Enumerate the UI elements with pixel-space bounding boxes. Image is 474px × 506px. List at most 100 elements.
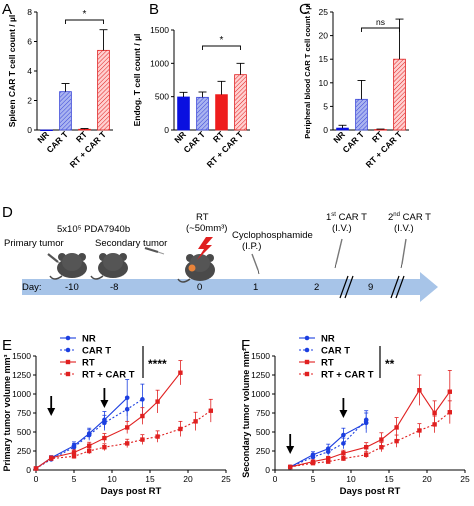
data-point — [125, 441, 130, 446]
y-tick-label: 500 — [256, 427, 270, 437]
bar — [355, 98, 368, 131]
x-tick-label: CAR T — [340, 129, 366, 155]
y-axis-label: Peripheral blood CAR T cell count / µl — [303, 3, 312, 139]
syringe-icon — [251, 253, 260, 275]
syringe-icon — [400, 238, 407, 269]
y-tick-label: 250 — [17, 446, 31, 456]
x-tick-label: RT + CAR T — [364, 129, 405, 170]
y-axis-label: Primary tumor volume mm³ — [2, 354, 12, 471]
data-point — [140, 437, 145, 442]
panel-letter-b: B — [149, 1, 159, 18]
data-point — [326, 456, 331, 461]
data-point — [341, 432, 346, 438]
x-tick-label: CAR T — [181, 129, 207, 155]
legend-label: CAR T — [321, 346, 350, 357]
y-tick-label: 250 — [256, 446, 270, 456]
data-point — [288, 464, 293, 470]
syringe-icon — [334, 238, 343, 269]
mouse-icon — [177, 254, 215, 283]
x-tick-label: 25 — [221, 474, 231, 484]
treatment-arrow-head — [286, 446, 295, 454]
panel-letter-f: F — [241, 337, 250, 354]
data-point — [193, 419, 198, 424]
data-point — [140, 397, 145, 402]
y-tick-label: 1000 — [150, 58, 169, 68]
legend-label: CAR T — [82, 346, 111, 357]
mouse-icon — [90, 253, 128, 280]
legend-label: RT — [82, 358, 95, 369]
day-tick: 1 — [253, 282, 258, 293]
axis-break-icon — [339, 275, 354, 299]
bar — [59, 91, 72, 131]
legend-marker — [65, 359, 71, 365]
x-tick-label: 20 — [183, 474, 193, 484]
y-tick-label: 20 — [319, 31, 329, 41]
legend-label: NR — [321, 334, 335, 345]
legend-label: RT — [321, 358, 334, 369]
data-point — [102, 435, 107, 441]
x-tick-label: 0 — [34, 474, 39, 484]
panel-f-line-chart: 0 250 500 750 1000 1250 1500 0 5 10 15 20 25 Days pos… — [241, 334, 470, 498]
mouse-icon — [49, 253, 87, 280]
data-point — [140, 413, 145, 419]
y-tick-label: 500 — [155, 92, 169, 102]
data-point — [447, 389, 452, 394]
legend-marker — [304, 371, 310, 377]
x-tick-label: 0 — [273, 474, 278, 484]
data-point — [417, 428, 422, 433]
data-point — [394, 425, 399, 430]
treatment-arrow-head — [100, 400, 109, 408]
day-tick: -10 — [65, 282, 79, 293]
significance-bracket — [202, 45, 241, 50]
x-axis-label: Days post RT — [101, 486, 162, 497]
data-point — [364, 452, 369, 457]
data-point — [87, 443, 92, 448]
treatment-arrow-head — [339, 410, 348, 418]
data-point — [33, 466, 39, 471]
cyclophosphamide-route: (I.P.) — [242, 241, 261, 252]
bar — [40, 129, 53, 132]
panel-letter-e: E — [2, 337, 12, 354]
lightning-icon — [197, 237, 213, 260]
y-tick-label: 5 — [323, 101, 328, 111]
data-point — [379, 445, 384, 450]
data-point — [310, 454, 316, 460]
y-tick-label: 750 — [256, 408, 270, 418]
treatment-arrow-head — [47, 408, 56, 416]
legend-marker — [65, 347, 71, 353]
secondary-tumor-label: Secondary tumor — [95, 238, 167, 249]
second-car-t-label: 2nd CAR T — [388, 212, 431, 223]
data-point — [432, 422, 437, 427]
y-tick-label: 1000 — [251, 389, 270, 399]
y-tick-label: 0 — [323, 125, 328, 135]
y-axis-label: Secondary tumor volume mm³ — [241, 348, 251, 478]
legend-marker — [65, 371, 71, 377]
significance-label: * — [83, 9, 87, 20]
series-line — [35, 410, 212, 469]
x-tick-label: 25 — [460, 474, 470, 484]
y-tick-label: 15 — [319, 54, 329, 64]
day-label: Day: — [22, 282, 42, 293]
data-point — [432, 410, 437, 416]
data-point — [125, 425, 130, 430]
series-line — [290, 411, 451, 468]
day-tick: 0 — [197, 282, 202, 293]
legend-label: NR — [82, 334, 96, 345]
rt-label: RT — [196, 212, 209, 223]
significance-bracket — [65, 19, 104, 24]
x-tick-label: RT + CAR T — [68, 129, 109, 170]
data-point — [124, 406, 130, 412]
first-car-t-route: (I.V.) — [332, 223, 352, 234]
y-tick-label: 4 — [27, 66, 32, 76]
data-point — [155, 399, 160, 404]
data-point — [341, 441, 346, 446]
data-point — [208, 408, 213, 413]
y-tick-label: 10 — [319, 78, 329, 88]
data-point — [325, 449, 331, 455]
data-point — [102, 420, 107, 426]
y-tick-label: 1500 — [150, 25, 169, 35]
day-tick: -8 — [110, 282, 118, 293]
significance-bracket — [361, 27, 400, 32]
y-axis-label: Spleen CAR T cell count / µl — [7, 15, 17, 128]
